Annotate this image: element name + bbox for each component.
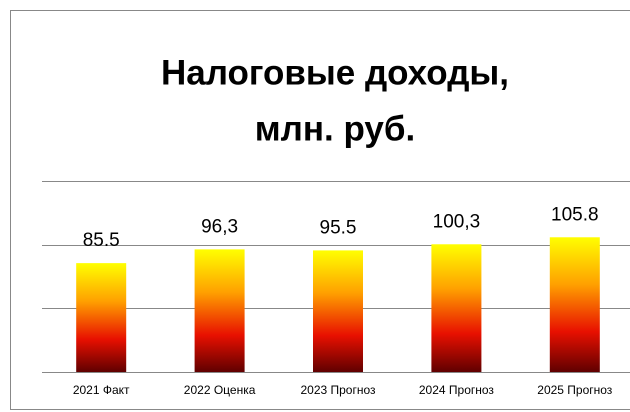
x-tick-label: 2023 Прогноз (300, 383, 376, 397)
x-tick-label: 2021 Факт (73, 383, 130, 397)
data-label: 85.5 (83, 230, 120, 251)
data-label: 100,3 (433, 211, 481, 232)
bar (313, 250, 363, 372)
chart-title: Налоговые доходы, (161, 53, 509, 92)
data-label: 96,3 (201, 216, 238, 237)
bar (76, 263, 127, 372)
bar (549, 237, 600, 372)
chart-title: млн. руб. (255, 109, 415, 148)
x-tick-label: 2022 Оценка (184, 383, 256, 397)
data-label: 95.5 (320, 217, 357, 238)
x-tick-label: 2025 Прогноз (537, 383, 613, 397)
data-label: 105.8 (551, 204, 599, 225)
bar (431, 244, 482, 372)
bar (194, 249, 245, 372)
x-tick-label: 2024 Прогноз (419, 383, 495, 397)
